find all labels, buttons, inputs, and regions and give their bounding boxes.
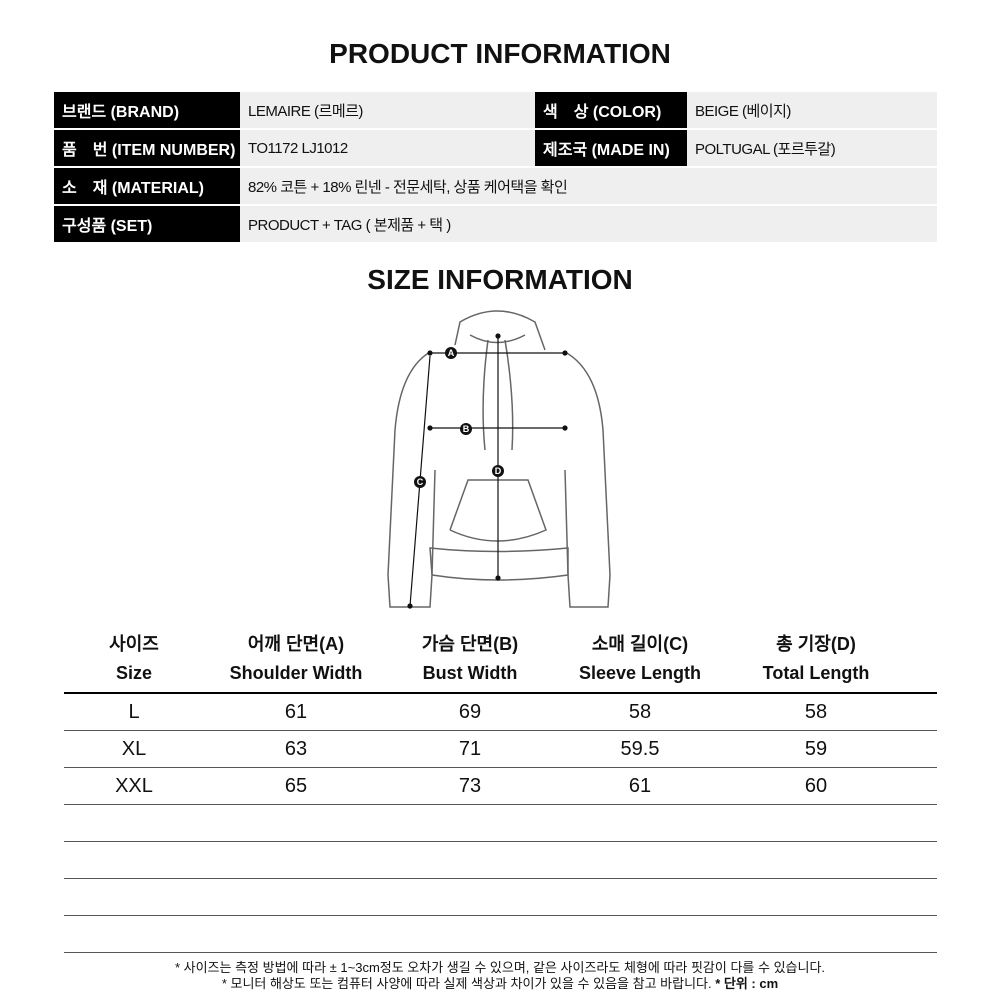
header-en: Bust Width xyxy=(422,663,518,683)
table-row: L 61 69 58 58 xyxy=(64,694,937,731)
measure-cell: 65 xyxy=(284,774,308,797)
measure-cell: 59.5 xyxy=(620,737,660,760)
color-value: BEIGE (베이지) xyxy=(687,92,937,128)
column-header: 어깨 단면(A) Shoulder Width xyxy=(196,630,396,688)
label-b: B xyxy=(463,424,470,434)
label-a: A xyxy=(448,348,455,358)
label-c: C xyxy=(417,477,424,487)
made-label: 제조국 (MADE IN) xyxy=(535,130,687,166)
measure-cell: 58 xyxy=(804,700,828,723)
measure-cell: 63 xyxy=(284,737,308,760)
size-cell: L xyxy=(128,700,140,723)
measure-cell: 69 xyxy=(458,700,482,723)
brand-value: LEMAIRE (르메르) xyxy=(240,92,535,128)
brand-label: 브랜드 (BRAND) xyxy=(54,92,240,128)
note-line2: * 모니터 해상도 또는 컴퓨터 사양에 따라 실제 색상과 차이가 있을 수 … xyxy=(221,976,712,991)
header-kr: 소매 길이(C) xyxy=(591,634,689,654)
hoodie-diagram: A B C D xyxy=(387,310,611,609)
label-d: D xyxy=(495,466,502,476)
column-header: 사이즈 Size xyxy=(34,630,234,688)
measure-cell: 58 xyxy=(628,700,652,723)
measure-cell: 73 xyxy=(458,774,482,797)
empty-row xyxy=(64,879,937,916)
product-info-table: 브랜드 (BRAND) LEMAIRE (르메르) 색 상 (COLOR) BE… xyxy=(54,92,937,244)
measure-cell: 71 xyxy=(458,737,482,760)
empty-row xyxy=(64,805,937,842)
material-value: 82% 코튼 + 18% 린넨 - 전문세탁, 상품 케어택을 확인 xyxy=(240,168,937,204)
header-kr: 어깨 단면(A) xyxy=(247,634,345,654)
empty-row xyxy=(64,842,937,879)
size-cell: XXL xyxy=(115,774,153,797)
column-header: 총 기장(D) Total Length xyxy=(716,630,916,688)
measure-cell: 60 xyxy=(804,774,828,797)
set-label: 구성품 (SET) xyxy=(54,206,240,242)
size-info-title: SIZE INFORMATION xyxy=(367,264,633,295)
color-label: 색 상 (COLOR) xyxy=(535,92,687,128)
header-en: Size xyxy=(115,663,153,683)
set-value: PRODUCT + TAG ( 본제품 + 택 ) xyxy=(240,206,937,242)
table-row: XL 63 71 59.5 59 xyxy=(64,731,937,768)
column-header: 소매 길이(C) Sleeve Length xyxy=(540,630,740,688)
measure-cell: 61 xyxy=(628,774,652,797)
table-row: XXL 65 73 61 60 xyxy=(64,768,937,805)
empty-row xyxy=(64,916,937,953)
header-en: Sleeve Length xyxy=(578,663,702,683)
size-table: 사이즈 Size 어깨 단면(A) Shoulder Width 가슴 단면(B) Bus… xyxy=(64,630,937,953)
product-info-title: PRODUCT INFORMATION xyxy=(329,38,671,69)
item-value: TO1172 LJ1012 xyxy=(240,130,535,166)
unit-note: * 단위 : cm xyxy=(715,976,779,991)
header-en: Shoulder Width xyxy=(229,663,363,683)
header-kr: 총 기장(D) xyxy=(776,634,856,654)
item-label: 품 번 (ITEM NUMBER) xyxy=(54,130,240,166)
header-en: Total Length xyxy=(762,663,870,683)
material-label: 소 재 (MATERIAL) xyxy=(54,168,240,204)
measure-cell: 59 xyxy=(804,737,828,760)
measure-cell: 61 xyxy=(284,700,308,723)
column-header: 가슴 단면(B) Bust Width xyxy=(370,630,570,688)
size-cell: XL xyxy=(121,737,147,760)
header-kr: 사이즈 xyxy=(109,634,159,654)
size-table-header: 사이즈 Size 어깨 단면(A) Shoulder Width 가슴 단면(B) Bus… xyxy=(64,630,937,694)
made-value: POLTUGAL (포르투갈) xyxy=(687,130,937,166)
note-line1: * 사이즈는 측정 방법에 따라 ± 1~3cm정도 오차가 생길 수 있으며,… xyxy=(174,960,826,975)
header-kr: 가슴 단면(B) xyxy=(421,634,519,654)
